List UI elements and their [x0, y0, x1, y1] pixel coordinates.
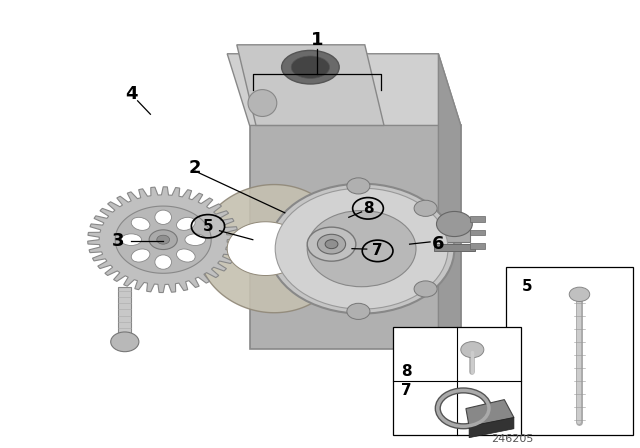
Circle shape: [111, 332, 139, 352]
Circle shape: [317, 234, 346, 254]
Text: 4: 4: [125, 85, 138, 103]
Circle shape: [269, 184, 454, 314]
Ellipse shape: [131, 249, 150, 262]
Text: 246205: 246205: [491, 434, 533, 444]
Circle shape: [275, 188, 448, 309]
Circle shape: [414, 281, 437, 297]
Circle shape: [347, 303, 370, 319]
Ellipse shape: [291, 56, 330, 78]
Text: 7: 7: [372, 243, 383, 258]
Text: 6: 6: [432, 235, 445, 253]
Circle shape: [307, 227, 356, 261]
Polygon shape: [118, 287, 131, 335]
Ellipse shape: [248, 90, 276, 116]
Text: 8: 8: [363, 201, 373, 216]
Ellipse shape: [121, 234, 141, 246]
Polygon shape: [438, 220, 470, 242]
Polygon shape: [115, 206, 211, 273]
Polygon shape: [227, 222, 304, 276]
Ellipse shape: [177, 249, 195, 262]
Text: 7: 7: [401, 383, 412, 398]
Polygon shape: [88, 187, 239, 293]
Polygon shape: [438, 54, 461, 421]
Circle shape: [414, 200, 437, 216]
Ellipse shape: [177, 217, 195, 230]
Circle shape: [157, 235, 170, 244]
Polygon shape: [250, 125, 461, 349]
Polygon shape: [434, 244, 475, 251]
Bar: [506, 267, 633, 435]
Circle shape: [347, 178, 370, 194]
Ellipse shape: [185, 234, 205, 246]
Text: 2: 2: [189, 159, 202, 177]
Text: 1: 1: [310, 31, 323, 49]
Polygon shape: [470, 230, 485, 235]
Bar: [393, 327, 521, 435]
Ellipse shape: [155, 210, 172, 224]
Circle shape: [307, 211, 416, 287]
Polygon shape: [469, 418, 514, 438]
Polygon shape: [470, 216, 485, 222]
Ellipse shape: [131, 217, 150, 230]
Polygon shape: [198, 185, 346, 313]
Polygon shape: [237, 45, 384, 125]
Circle shape: [569, 287, 589, 302]
Ellipse shape: [282, 51, 339, 84]
Polygon shape: [466, 400, 514, 426]
Polygon shape: [227, 54, 461, 125]
Text: 5: 5: [203, 219, 213, 234]
Polygon shape: [470, 243, 485, 249]
Text: 3: 3: [112, 232, 125, 250]
Circle shape: [325, 240, 338, 249]
Circle shape: [149, 230, 177, 250]
Text: 8: 8: [401, 364, 412, 379]
Circle shape: [436, 211, 472, 237]
Circle shape: [461, 341, 484, 358]
Ellipse shape: [155, 255, 172, 269]
Text: 5: 5: [522, 279, 532, 293]
